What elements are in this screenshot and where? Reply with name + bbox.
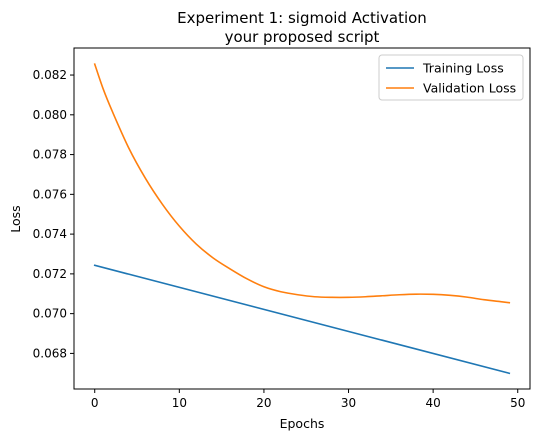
legend-label-validation-loss: Validation Loss (423, 81, 516, 96)
x-tick-label: 10 (172, 396, 187, 410)
y-tick-label: 0.072 (33, 267, 67, 281)
series-lines (93, 63, 511, 375)
y-tick-label: 0.076 (33, 187, 67, 201)
x-axis-ticks: 0 10 20 30 40 50 (91, 389, 525, 410)
x-tick-label: 0 (91, 396, 99, 410)
y-axis-ticks: 0.068 0.070 0.072 0.074 0.076 0.078 0.080 0.082 (33, 68, 74, 360)
series-line-validation-loss (93, 63, 511, 304)
y-tick-label: 0.078 (33, 148, 67, 162)
x-axis-label: Epochs (280, 416, 325, 431)
x-tick-label: 30 (341, 396, 356, 410)
y-tick-label: 0.082 (33, 68, 67, 82)
y-tick-label: 0.080 (33, 108, 67, 122)
x-tick-label: 20 (256, 396, 271, 410)
y-tick-label: 0.070 (33, 307, 67, 321)
series-line-training-loss (93, 264, 511, 375)
y-axis-label: Loss (8, 205, 23, 232)
chart-title-line2: your proposed script (225, 28, 380, 46)
y-tick-label: 0.068 (33, 346, 67, 360)
legend-box (378, 54, 524, 101)
x-tick-label: 40 (425, 396, 440, 410)
legend: Training Loss Validation Loss (378, 54, 524, 101)
legend-label-training-loss: Training Loss (422, 61, 504, 76)
plot-area-frame (73, 47, 531, 390)
x-tick-label: 50 (510, 396, 525, 410)
chart-title-line1: Experiment 1: sigmoid Activation (177, 9, 427, 27)
y-tick-label: 0.074 (33, 227, 67, 241)
